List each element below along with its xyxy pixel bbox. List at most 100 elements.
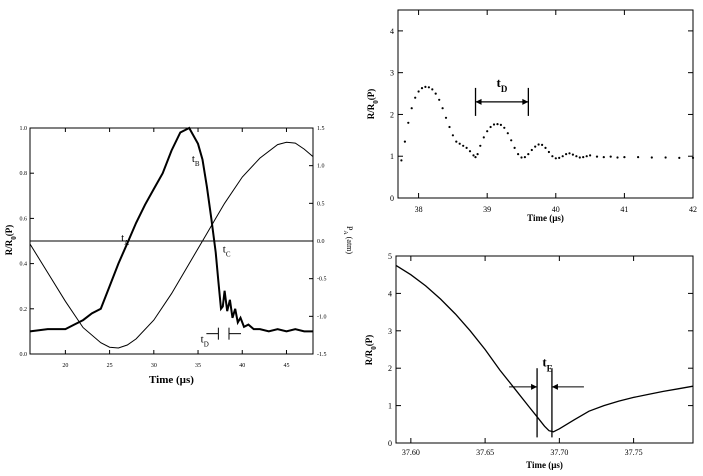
left-y-tick-label: 0.6 — [20, 216, 28, 222]
br-y-tick-label: 2 — [388, 364, 392, 373]
tr-data-point — [585, 155, 588, 158]
left-y2-tick-label: 0.5 — [317, 201, 325, 207]
tr-data-point — [462, 144, 465, 147]
bottom-right-plot-frame — [395, 255, 694, 444]
br-series-line — [395, 264, 694, 433]
tr-data-point — [499, 123, 502, 126]
left-y2-tick-label: 1.0 — [317, 164, 325, 170]
tr-data-point — [537, 143, 540, 146]
tr-data-point — [414, 96, 417, 99]
tr-td-arrowhead-right — [522, 98, 529, 105]
br-y-axis-title: R/R0(P) — [364, 335, 378, 366]
tr-data-point — [595, 155, 599, 158]
br-y-tick-label: 0 — [388, 439, 392, 448]
tr-data-point — [455, 140, 458, 143]
br-y-tick-label: 1 — [388, 402, 392, 411]
tr-data-point — [530, 148, 533, 152]
tr-data-point — [664, 156, 667, 159]
left-x-axis-title: Time (µs) — [149, 374, 194, 386]
tr-data-point — [527, 153, 530, 156]
tr-x-axis-title: Time (µs) — [527, 213, 564, 223]
tr-data-point — [571, 153, 575, 156]
tr-data-point — [513, 146, 516, 149]
tr-data-point — [623, 156, 626, 159]
left-x-tick-label: 25 — [107, 363, 113, 369]
left-annotation: tC — [223, 243, 231, 258]
tr-data-point — [448, 125, 451, 129]
tr-data-point — [523, 156, 527, 159]
tr-data-point — [427, 86, 430, 89]
left-series-line — [29, 141, 314, 349]
tr-y-tick-label: 2 — [390, 110, 394, 119]
tr-data-point — [691, 156, 695, 159]
left-series-line — [29, 126, 313, 333]
tr-x-tick-label: 42 — [689, 205, 697, 214]
left-y-tick-label: 0.8 — [20, 171, 28, 177]
tr-data-point — [407, 121, 410, 124]
tr-x-tick-label: 38 — [415, 205, 423, 214]
br-x-axis-title: Time (µs) — [526, 460, 563, 470]
br-x-tick-label: 37.70 — [550, 448, 568, 457]
br-te-label: tE — [542, 354, 552, 373]
top-right-chart: 38 39 40 41 42 0 1 2 3 4 tD Time (µs) R/R0(P) — [366, 9, 697, 223]
tr-y-axis-title: R/R0(P) — [366, 89, 380, 120]
tr-x-tick-label: 39 — [483, 205, 491, 214]
tr-data-point — [541, 143, 544, 146]
tr-data-point — [472, 154, 475, 157]
tr-data-point — [565, 153, 568, 156]
tr-data-point — [441, 107, 444, 110]
tr-data-point — [554, 157, 557, 160]
tr-data-point — [434, 92, 437, 95]
tr-td-label: tD — [497, 75, 508, 94]
tr-x-tick-label: 40 — [552, 205, 560, 214]
tr-data-point — [544, 146, 547, 149]
bottom-right-chart: 37.60 37.65 37.70 37.75 0 1 2 3 4 5 tE Time (µs) R/R… — [364, 252, 694, 470]
br-y-tick-label: 5 — [388, 252, 392, 261]
tr-y-tick-label: 3 — [390, 69, 394, 78]
left-y2-axis-title: PA (atm) — [342, 226, 354, 254]
left-y-tick-label: 0.4 — [20, 262, 28, 268]
tr-data-point — [410, 107, 413, 110]
tr-data-point — [547, 150, 551, 154]
left-x-tick-label: 30 — [151, 363, 157, 369]
tr-data-point — [616, 156, 619, 159]
left-x-tick-label: 40 — [239, 363, 245, 369]
left-y2-tick-label: -0.5 — [317, 277, 327, 283]
tr-data-point — [479, 144, 482, 147]
tr-data-point — [476, 153, 479, 156]
br-te-arrowhead-left — [531, 383, 538, 390]
tr-data-point — [578, 156, 581, 159]
left-y2-tick-label: 1.5 — [317, 126, 325, 132]
tr-data-point — [482, 136, 485, 139]
tr-data-point — [568, 152, 571, 155]
tr-data-point — [474, 156, 477, 159]
left-x-tick-label: 45 — [283, 363, 289, 369]
left-chart: 20 25 30 35 40 45 0.0 0.2 0.4 0.6 0.8 1.0 -1.5 -1.0 -0… — [4, 126, 354, 386]
tr-data-point — [602, 156, 605, 159]
br-y-tick-label: 3 — [388, 327, 392, 336]
tr-data-point — [520, 156, 523, 159]
tr-data-point — [417, 90, 420, 93]
tr-data-point — [444, 116, 448, 119]
tr-data-point — [561, 155, 564, 158]
left-annotation: tA — [121, 232, 129, 247]
left-y-tick-label: 1.0 — [20, 126, 28, 132]
tr-data-point — [609, 155, 612, 158]
left-y2-tick-label: 0.0 — [317, 239, 325, 245]
left-annotation: tD — [201, 334, 209, 349]
left-annotation: tB — [192, 153, 200, 168]
tr-y-tick-label: 1 — [390, 152, 394, 161]
tr-x-tick-label: 41 — [620, 205, 628, 214]
tr-data-point — [451, 134, 454, 137]
br-y-tick-label: 4 — [388, 289, 392, 298]
tr-data-point — [678, 156, 681, 159]
tr-data-point — [506, 132, 509, 135]
br-x-tick-label: 37.65 — [476, 448, 494, 457]
tr-data-point — [424, 85, 427, 88]
tr-data-point — [489, 125, 492, 129]
tr-data-point — [517, 153, 520, 156]
tr-data-point — [496, 123, 499, 126]
tr-data-point — [431, 88, 434, 91]
top-right-plot-frame — [397, 9, 694, 199]
